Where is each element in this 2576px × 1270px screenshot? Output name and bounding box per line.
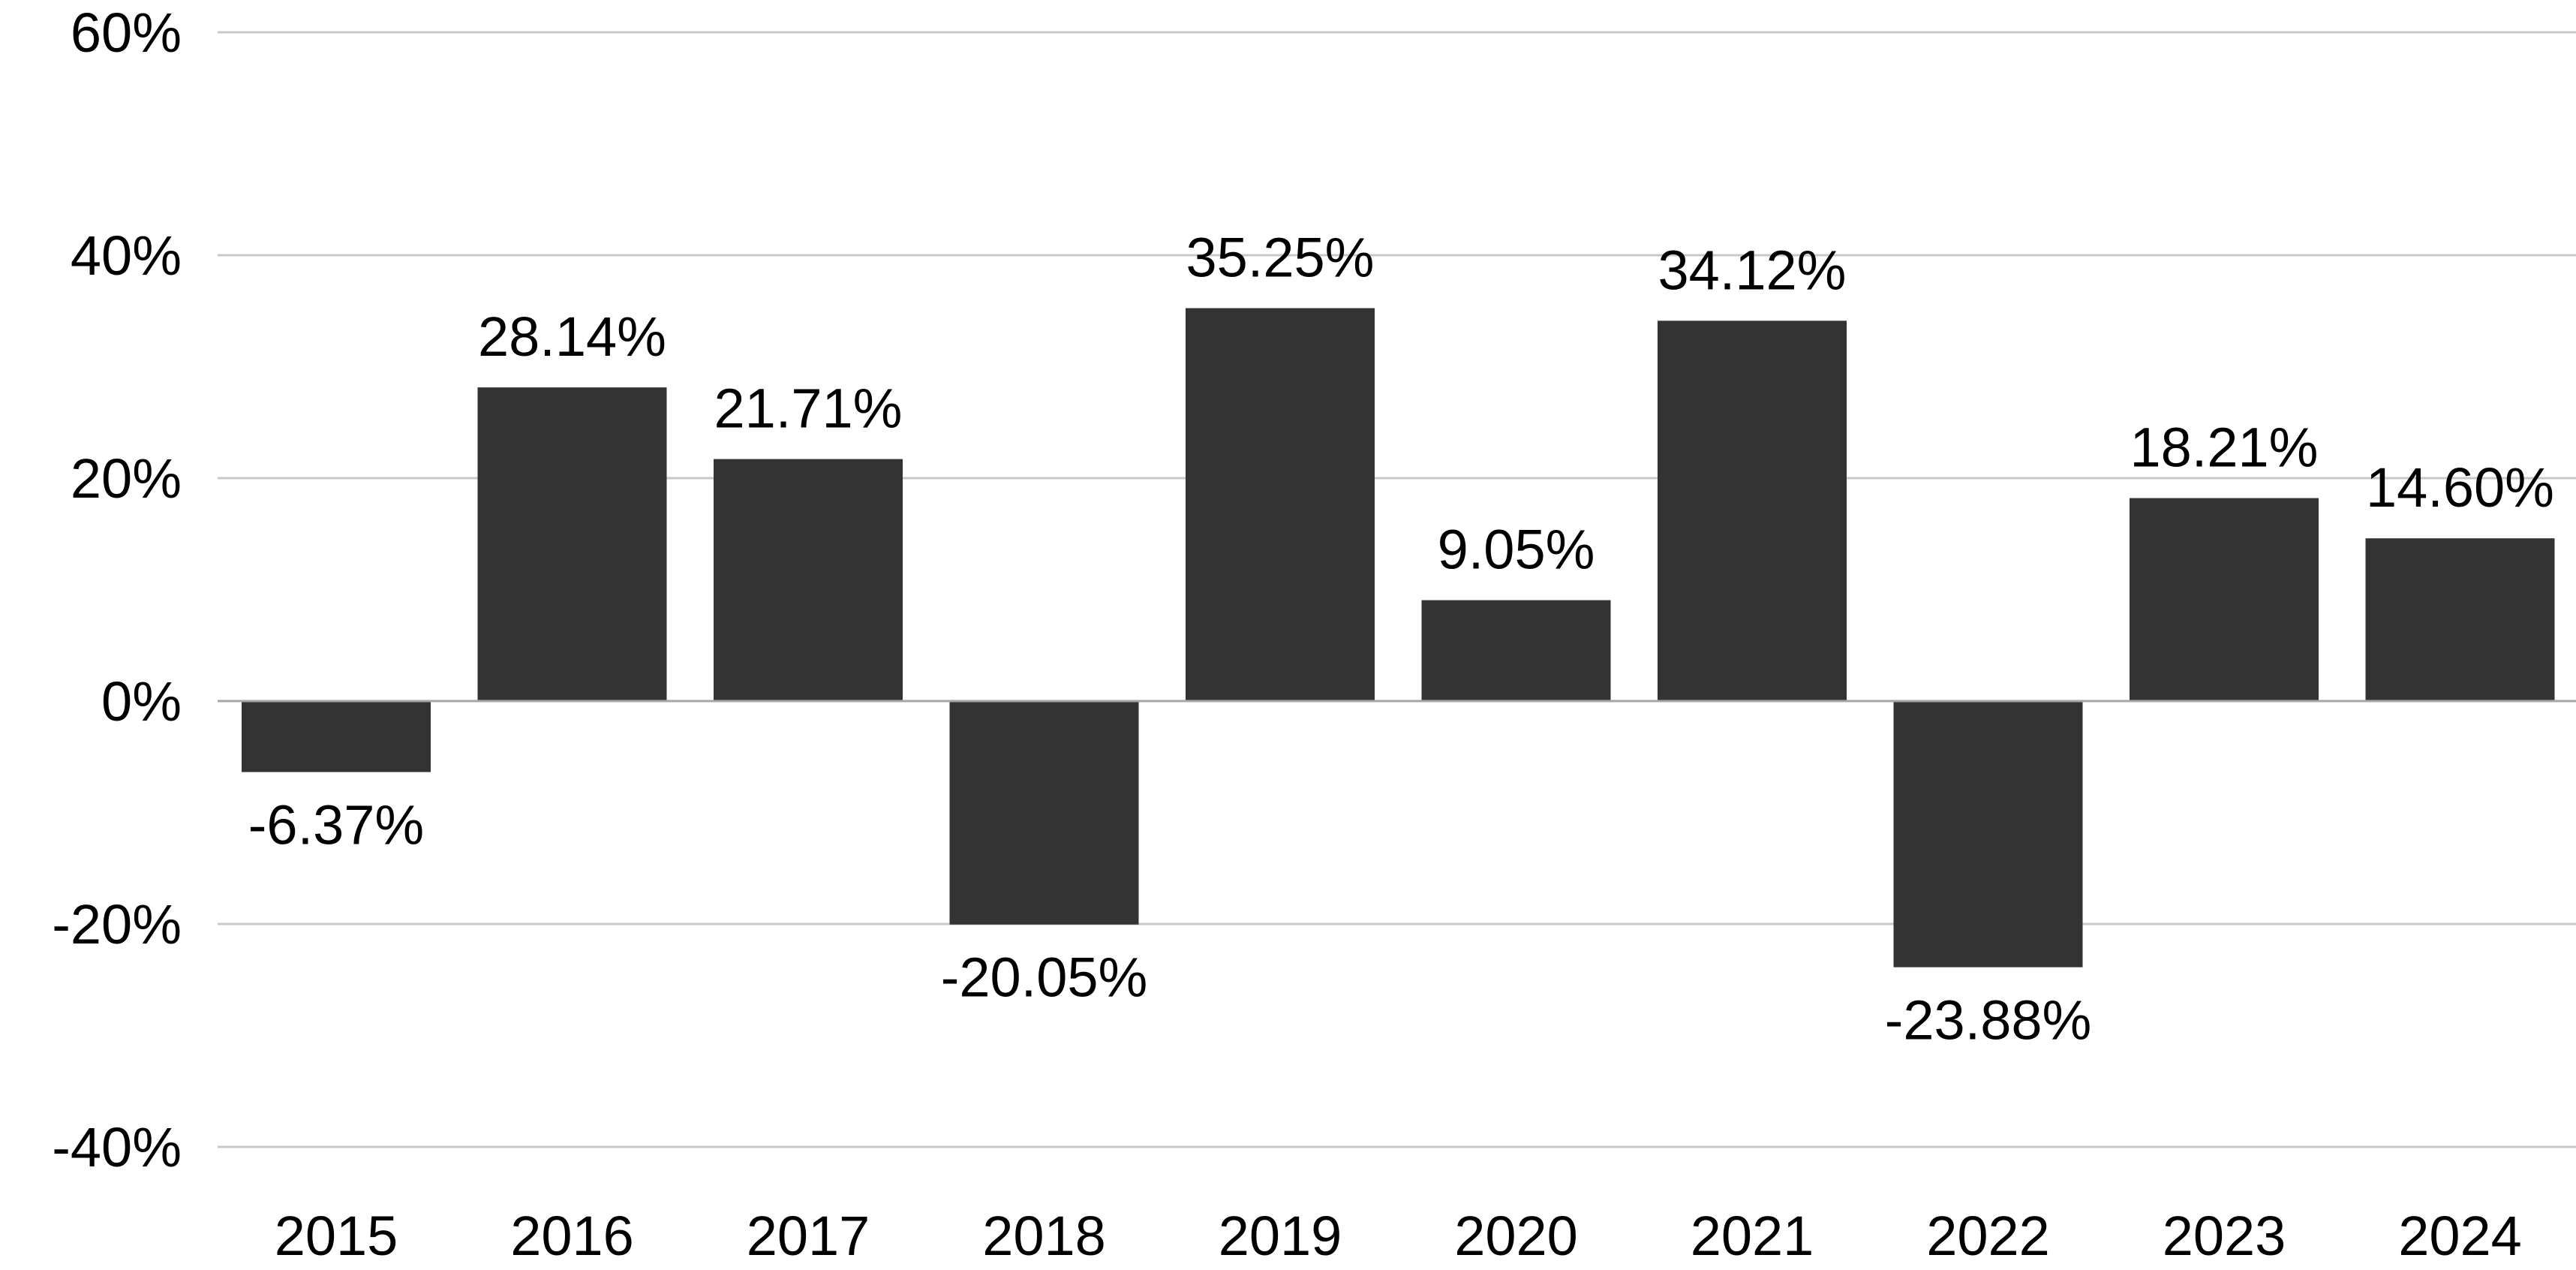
- bar-2022: [1893, 701, 2083, 968]
- bars: [242, 308, 2555, 968]
- bar-2024: [2365, 538, 2555, 701]
- data-label-2017: 21.71%: [714, 378, 903, 440]
- x-tick-label: 2017: [747, 1205, 870, 1267]
- y-tick-label: -20%: [52, 893, 182, 956]
- bar-2021: [1658, 321, 1847, 701]
- data-label-2015: -6.37%: [248, 794, 424, 856]
- bar-2017: [714, 459, 903, 701]
- data-label-2024: 14.60%: [2366, 456, 2554, 519]
- data-label-2021: 34.12%: [1658, 239, 1847, 301]
- bar-2018: [949, 701, 1139, 925]
- data-labels: -6.37% 28.14% 21.71% -20.05% 35.25% 9.05% 34.1…: [248, 227, 2554, 1052]
- x-tick-label: 2015: [275, 1205, 398, 1267]
- data-label-2016: 28.14%: [478, 305, 666, 368]
- bar-2015: [242, 701, 431, 772]
- x-tick-label: 2023: [2163, 1205, 2286, 1267]
- bar-2016: [477, 387, 667, 701]
- bar-2023: [2130, 498, 2319, 701]
- x-tick-label: 2016: [510, 1205, 634, 1267]
- y-tick-label: 0%: [101, 670, 182, 733]
- data-label-2022: -23.88%: [1885, 989, 2092, 1052]
- x-tick-label: 2018: [982, 1205, 1106, 1267]
- x-tick-label: 2022: [1926, 1205, 2050, 1267]
- x-tick-label: 2024: [2398, 1205, 2522, 1267]
- y-axis-tick-labels: 60% 40% 20% 0% -20% -40%: [52, 2, 182, 1178]
- data-label-2019: 35.25%: [1186, 227, 1375, 289]
- data-label-2020: 9.05%: [1438, 519, 1595, 581]
- bar-2020: [1421, 600, 1611, 701]
- x-tick-label: 2020: [1454, 1205, 1578, 1267]
- y-tick-label: 40%: [71, 224, 182, 287]
- x-axis-tick-labels: 2015 2016 2017 2018 2019 2020 2021 2022 2023 2024: [275, 1205, 2522, 1267]
- bar-2019: [1186, 308, 1375, 702]
- data-label-2018: -20.05%: [941, 946, 1148, 1009]
- y-tick-label: 60%: [71, 2, 182, 64]
- data-label-2023: 18.21%: [2130, 417, 2319, 479]
- y-tick-label: 20%: [71, 447, 182, 510]
- x-tick-label: 2021: [1691, 1205, 1814, 1267]
- y-tick-label: -40%: [52, 1116, 182, 1178]
- x-tick-label: 2019: [1219, 1205, 1342, 1267]
